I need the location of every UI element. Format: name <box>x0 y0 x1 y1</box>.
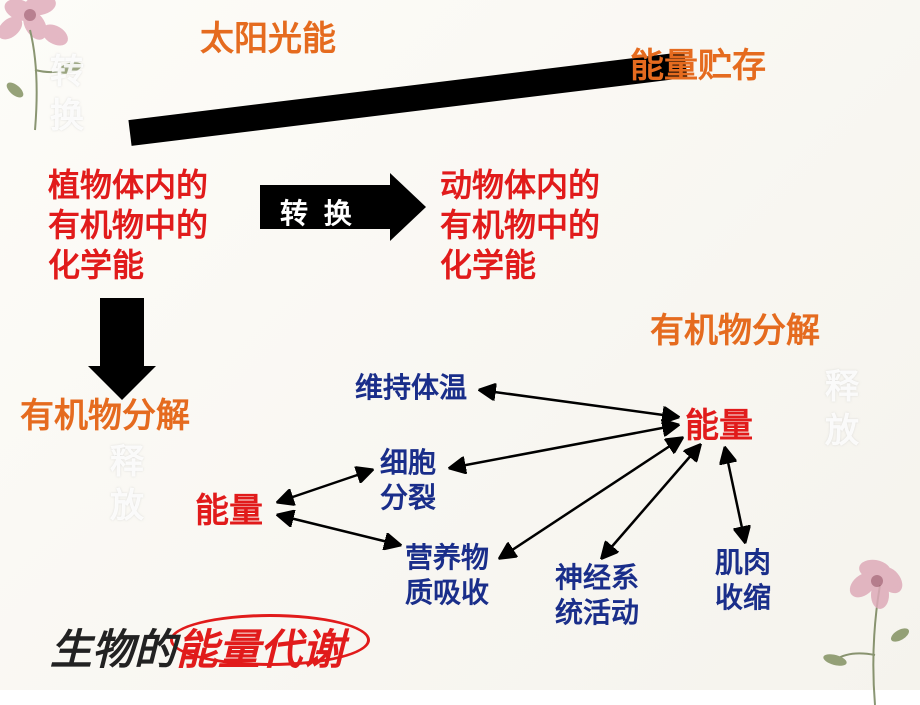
node-cell: 细胞 分裂 <box>380 445 436 515</box>
node-energy_right: 能量 <box>685 405 753 448</box>
thin-arrow-5 <box>602 445 700 558</box>
node-muscle: 肌肉 收缩 <box>715 545 771 615</box>
node-store: 能量贮存 <box>630 45 766 88</box>
thin-arrow-6 <box>725 448 745 542</box>
node-nutrient: 营养物 质吸收 <box>405 540 489 610</box>
title-plain-text: 生物的 <box>50 626 176 673</box>
arrow-label-h_arrow: 转 换 <box>280 192 356 232</box>
thin-arrow-0 <box>278 470 372 502</box>
node-sun: 太阳光能 <box>200 18 336 61</box>
thin-arrow-1 <box>278 515 400 545</box>
thin-arrow-2 <box>480 390 678 417</box>
slide-title: 生物的能量代谢 <box>50 616 344 677</box>
node-nerve: 神经系 统活动 <box>555 560 639 630</box>
node-energy_left: 能量 <box>195 490 263 533</box>
node-decomp_right: 有机物分解 <box>650 310 820 353</box>
thin-arrow-3 <box>450 425 678 468</box>
node-plant: 植物体内的 有机物中的 化学能 <box>48 165 208 285</box>
node-decomp_left: 有机物分解 <box>20 395 190 438</box>
title-highlight-text: 能量代谢 <box>176 626 344 673</box>
node-temp: 维持体温 <box>355 370 467 405</box>
node-animal: 动物体内的 有机物中的 化学能 <box>440 165 600 285</box>
